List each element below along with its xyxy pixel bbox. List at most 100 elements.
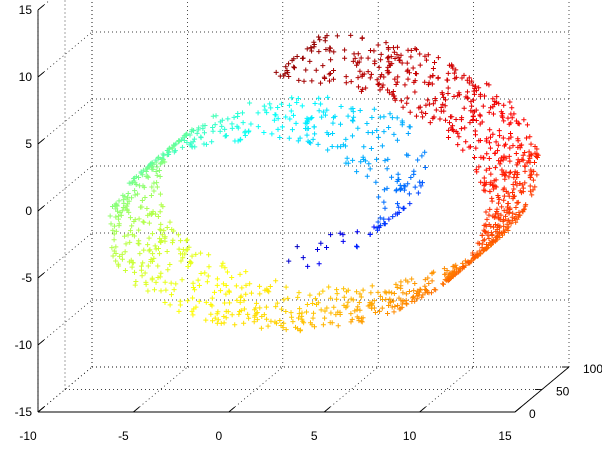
scatter-point xyxy=(350,58,356,64)
scatter-point xyxy=(350,157,356,163)
scatter-point xyxy=(304,132,310,138)
scatter-point xyxy=(446,62,452,68)
scatter-point xyxy=(505,206,511,212)
scatter-point xyxy=(495,194,501,200)
scatter-point xyxy=(340,232,346,238)
scatter-point xyxy=(126,198,132,204)
scatter-point xyxy=(128,228,134,234)
scatter-point xyxy=(325,94,331,100)
scatter-point xyxy=(334,33,340,39)
scatter-point xyxy=(130,260,136,266)
y-tick-label: 0 xyxy=(529,407,536,421)
scatter-point xyxy=(145,174,151,180)
scatter-point xyxy=(495,200,501,206)
scatter-point xyxy=(320,322,326,328)
scatter-point xyxy=(342,55,348,61)
scatter-point xyxy=(196,298,202,304)
scatter-point xyxy=(214,276,220,282)
scatter-point xyxy=(465,260,471,266)
scatter-point xyxy=(277,135,283,141)
scatter-point xyxy=(274,300,280,306)
scatter-point xyxy=(223,291,229,297)
scatter-point xyxy=(253,300,259,306)
scatter-point xyxy=(226,288,232,294)
scatter-point xyxy=(417,62,423,68)
scatter-point xyxy=(425,275,431,281)
scatter-point xyxy=(157,251,163,257)
scatter-point xyxy=(220,281,226,287)
scatter-point xyxy=(405,279,411,285)
scatter-point xyxy=(486,109,492,115)
scatter-point xyxy=(400,104,406,110)
scatter-point xyxy=(419,153,425,159)
scatter-point xyxy=(484,151,490,157)
scatter-point xyxy=(137,251,143,257)
grid-line xyxy=(228,366,284,413)
scatter-point xyxy=(418,287,424,293)
scatter-point xyxy=(154,184,160,190)
scatter-point xyxy=(272,319,278,325)
scatter-point xyxy=(511,111,517,117)
scatter-point xyxy=(365,55,371,61)
scatter-point xyxy=(435,55,441,61)
scatter-point xyxy=(526,149,532,155)
scatter-point xyxy=(380,82,386,88)
scatter-point xyxy=(243,269,249,275)
scatter-point xyxy=(506,217,512,223)
scatter-point xyxy=(311,39,317,45)
scatter-point xyxy=(419,180,425,186)
scatter-point xyxy=(173,281,179,287)
scatter-point xyxy=(304,46,310,52)
scatter-point xyxy=(195,277,201,283)
scatter-point xyxy=(108,221,114,227)
scatter-point xyxy=(477,248,483,254)
scatter-point xyxy=(164,224,170,230)
z-tick-mark xyxy=(37,4,45,11)
scatter-point xyxy=(481,247,487,253)
scatter-point xyxy=(385,87,391,93)
scatter-point xyxy=(384,166,390,172)
scatter-point xyxy=(344,155,350,161)
scatter-point xyxy=(315,141,321,147)
scatter-point xyxy=(297,135,303,141)
scatter-point xyxy=(148,193,154,199)
scatter-point xyxy=(267,101,273,107)
scatter-point xyxy=(242,133,248,139)
scatter-point xyxy=(513,205,519,211)
scatter-point xyxy=(321,74,327,80)
scatter-point xyxy=(405,181,411,187)
scatter-point xyxy=(140,219,146,225)
scatter-point xyxy=(531,159,537,165)
scatter-point xyxy=(478,179,484,185)
scatter-point xyxy=(379,143,385,149)
scatter-point xyxy=(394,52,400,58)
scatter-point xyxy=(503,226,509,232)
scatter-point xyxy=(489,232,495,238)
scatter-point xyxy=(474,251,480,257)
scatter-point xyxy=(176,308,182,314)
scatter-point xyxy=(423,57,429,63)
scatter-point xyxy=(355,51,361,57)
scatter-point xyxy=(502,176,508,182)
scatter-point xyxy=(412,280,418,286)
scatter-point xyxy=(293,120,299,126)
scatter-point xyxy=(299,313,305,319)
scatter-point xyxy=(460,260,466,266)
scatter-point xyxy=(168,280,174,286)
scatter-point xyxy=(145,242,151,248)
scatter-point xyxy=(422,277,428,283)
scatter-point xyxy=(157,209,163,215)
scatter-point xyxy=(412,184,418,190)
scatter-point xyxy=(156,245,162,251)
scatter-point xyxy=(483,167,489,173)
scatter-point xyxy=(123,241,129,247)
scatter-point xyxy=(470,250,476,256)
scatter-point xyxy=(206,264,212,270)
scatter-point xyxy=(390,298,396,304)
scatter-point xyxy=(367,47,373,53)
scatter-point xyxy=(214,320,220,326)
scatter-point xyxy=(534,172,540,178)
scatter-point xyxy=(154,180,160,186)
scatter-point xyxy=(354,243,360,249)
scatter-point xyxy=(528,167,534,173)
